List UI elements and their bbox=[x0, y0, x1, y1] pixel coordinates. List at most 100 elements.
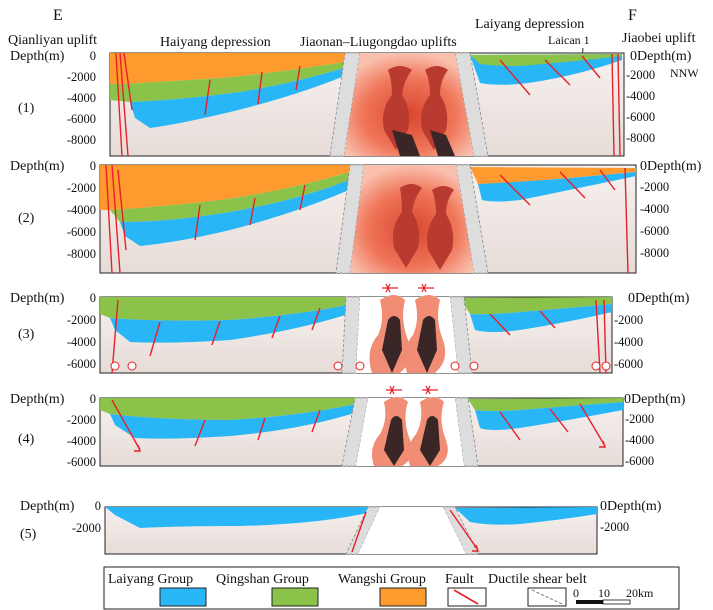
legend-qingshan-swatch bbox=[271, 587, 319, 607]
right-depth-tick: -2000 bbox=[625, 412, 654, 426]
legend-laiyang-swatch bbox=[159, 587, 207, 607]
legend: Laiyang Group Qingshan Group Wangshi Gro… bbox=[103, 566, 680, 610]
left-depth-tick: -8000 bbox=[67, 133, 96, 147]
left-depth-tick: -4000 bbox=[67, 434, 96, 448]
granite-root bbox=[392, 130, 420, 156]
shear-belt-right bbox=[449, 296, 473, 374]
left-depth-tick: -4000 bbox=[67, 203, 96, 217]
right-depth-tick: -6000 bbox=[626, 110, 655, 124]
section-label: (3) bbox=[18, 327, 35, 342]
scale-bar: 0 10 20km bbox=[573, 586, 654, 605]
right-depth-tick: -4000 bbox=[614, 335, 643, 349]
granite-root bbox=[430, 130, 455, 156]
granite-stock bbox=[427, 186, 454, 270]
section-1 bbox=[109, 52, 625, 157]
section-start-letter: E bbox=[53, 7, 63, 24]
legend-wangshi-swatch bbox=[379, 587, 427, 607]
left-depth-tick: 0 bbox=[90, 49, 96, 63]
granite-core bbox=[417, 316, 437, 373]
fault-lines bbox=[111, 399, 606, 452]
shear-belt-right bbox=[454, 397, 479, 467]
legend-shear-belt-line bbox=[531, 589, 563, 605]
left-depth-tick: 0 bbox=[90, 392, 96, 406]
left-depth-tick: -2000 bbox=[67, 70, 96, 84]
right-depth-tick: -4000 bbox=[626, 89, 655, 103]
laiyang-layer-right bbox=[455, 507, 597, 525]
section-label: (5) bbox=[20, 527, 37, 542]
region-haiyang-depression: Haiyang depression bbox=[160, 35, 271, 50]
laiyang-layer-right bbox=[470, 304, 612, 332]
section-label: (1) bbox=[18, 101, 35, 116]
laiyang-layer-right bbox=[475, 402, 623, 430]
legend-fault-line bbox=[453, 589, 479, 605]
fault-lines bbox=[111, 299, 607, 374]
fault-lines bbox=[351, 509, 479, 553]
direction-label: NNW bbox=[670, 66, 699, 80]
fault-lines bbox=[115, 52, 621, 157]
uplift-gap bbox=[358, 507, 466, 554]
shear-belt-left bbox=[329, 52, 361, 157]
right-depth-title: 0Depth(m) bbox=[640, 159, 702, 174]
left-depth-tick: -6000 bbox=[67, 455, 96, 469]
left-depth-tick: 0 bbox=[95, 499, 101, 513]
section-label: (4) bbox=[18, 432, 35, 447]
wangshi-layer-right bbox=[470, 167, 636, 184]
left-depth-tick: 0 bbox=[90, 291, 96, 305]
granite-stock bbox=[393, 184, 422, 268]
legend-shear-belt-label: Ductile shear belt bbox=[488, 572, 587, 587]
left-depth-title: Depth(m) bbox=[10, 49, 65, 64]
legend-fault-label: Fault bbox=[445, 572, 474, 587]
shear-belt-left bbox=[345, 506, 381, 555]
left-depth-tick: -2000 bbox=[67, 413, 96, 427]
section-3 bbox=[99, 283, 613, 374]
right-depth-title: 0Depth(m) bbox=[624, 392, 686, 407]
strike-slip-symbols bbox=[110, 361, 611, 371]
right-depth-title: 0Depth(m) bbox=[630, 49, 692, 64]
left-depth-tick: -2000 bbox=[67, 181, 96, 195]
qingshan-layer bbox=[110, 172, 354, 222]
granite-core bbox=[420, 416, 440, 466]
right-depth-tick: -4000 bbox=[625, 433, 654, 447]
region-jiaobei-uplift: Jiaobei uplift bbox=[622, 31, 696, 46]
region-laiyang-depression: Laiyang depression bbox=[475, 17, 584, 32]
laiyang-layer bbox=[120, 178, 358, 246]
right-depth-title: 0Depth(m) bbox=[628, 291, 690, 306]
left-depth-tick: -8000 bbox=[67, 247, 96, 261]
left-depth-tick: -4000 bbox=[67, 335, 96, 349]
right-depth-title: 0Depth(m) bbox=[600, 499, 662, 514]
scale-20km: 20km bbox=[626, 586, 654, 600]
qingshan-layer bbox=[110, 62, 350, 102]
shear-belt-right bbox=[455, 164, 489, 274]
volcanic-vent bbox=[382, 283, 434, 293]
left-depth-tick: -6000 bbox=[67, 112, 96, 126]
right-depth-tick: -2000 bbox=[600, 520, 629, 534]
section-2 bbox=[99, 164, 637, 274]
qingshan-layer-right bbox=[470, 54, 622, 66]
laiyang-layer-right bbox=[478, 172, 636, 202]
left-depth-tick: -2000 bbox=[72, 521, 101, 535]
legend-qingshan-label: Qingshan Group bbox=[216, 572, 309, 587]
right-depth-tick: -2000 bbox=[626, 68, 655, 82]
right-depth-tick: -6000 bbox=[625, 454, 654, 468]
section-label: (2) bbox=[18, 211, 35, 226]
left-depth-tick: -4000 bbox=[67, 91, 96, 105]
qingshan-layer-right bbox=[460, 297, 612, 315]
granite-core bbox=[382, 316, 402, 373]
region-qianliyan-uplift: Qianliyan uplift bbox=[8, 33, 97, 48]
right-depth-tick: -4000 bbox=[640, 202, 669, 216]
granite-stock bbox=[383, 66, 412, 150]
laiyang-layer bbox=[105, 507, 372, 528]
section-5 bbox=[104, 506, 598, 555]
right-depth-tick: -6000 bbox=[614, 357, 643, 371]
granite-stock bbox=[421, 66, 448, 150]
right-depth-tick: -8000 bbox=[626, 131, 655, 145]
qingshan-layer bbox=[100, 398, 356, 420]
depth-axes: Depth(m) 0Depth(m)(1)0-2000-4000-6000-800… bbox=[10, 49, 702, 542]
well-label: Laican 1 bbox=[548, 33, 590, 47]
left-depth-tick: -6000 bbox=[67, 225, 96, 239]
left-depth-title: Depth(m) bbox=[10, 159, 65, 174]
left-depth-tick: 0 bbox=[90, 159, 96, 173]
region-jiaonan-liugongdao-uplifts: Jiaonan–Liugongdao uplifts bbox=[300, 35, 457, 50]
section-end-letter: F bbox=[628, 7, 637, 24]
